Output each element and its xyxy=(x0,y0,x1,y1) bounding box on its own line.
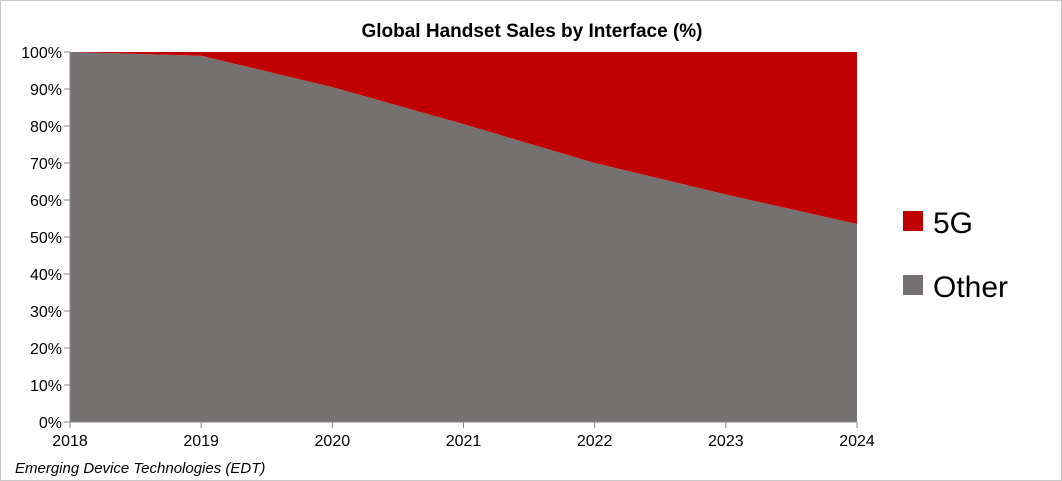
area-other xyxy=(70,52,857,422)
x-tick-label: 2024 xyxy=(839,433,875,450)
y-tick-label: 80% xyxy=(30,119,62,136)
y-tick-label: 0% xyxy=(39,415,62,432)
y-tick-label: 90% xyxy=(30,82,62,99)
y-tick-label: 100% xyxy=(21,45,62,62)
area-5g xyxy=(70,52,857,225)
y-tick-label: 20% xyxy=(30,341,62,358)
y-tick-label: 40% xyxy=(30,267,62,284)
legend-label-other: Other xyxy=(933,271,1008,304)
x-tick-label: 2020 xyxy=(315,433,351,450)
chart-title: Global Handset Sales by Interface (%) xyxy=(361,21,703,42)
x-tick-label: 2018 xyxy=(52,433,88,450)
x-tick-label: 2021 xyxy=(446,433,482,450)
y-tick-label: 60% xyxy=(30,193,62,210)
y-tick-label: 10% xyxy=(30,378,62,395)
legend-label-5g: 5G xyxy=(933,207,973,240)
x-tick-label: 2019 xyxy=(183,433,219,450)
y-tick-label: 70% xyxy=(30,156,62,173)
y-tick-label: 30% xyxy=(30,304,62,321)
x-tick-label: 2023 xyxy=(708,433,744,450)
y-tick-label: 50% xyxy=(30,230,62,247)
source-caption: Emerging Device Technologies (EDT) xyxy=(15,460,266,477)
legend-swatch-5g xyxy=(903,211,923,231)
x-tick-label: 2022 xyxy=(577,433,613,450)
legend-swatch-other xyxy=(903,275,923,295)
